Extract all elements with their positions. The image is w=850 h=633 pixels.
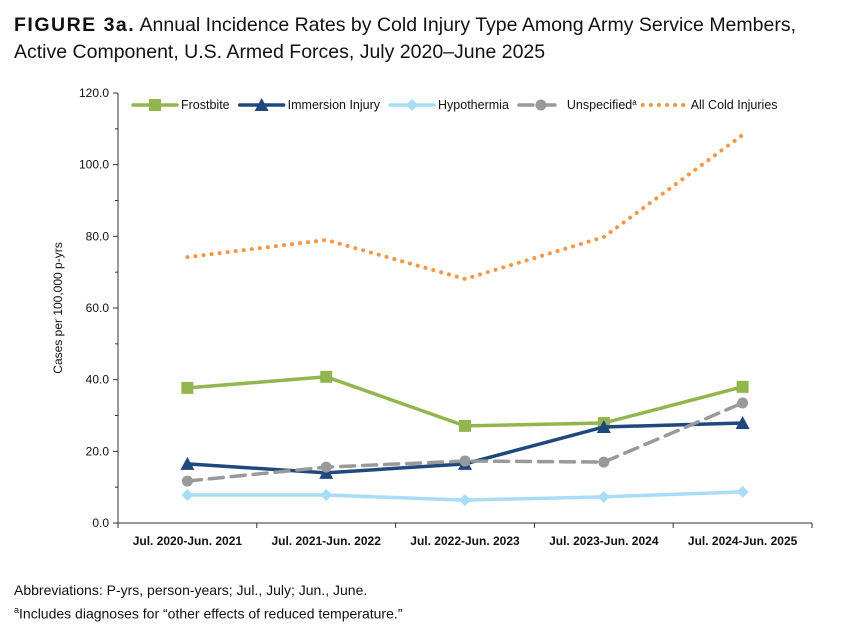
data-point bbox=[598, 456, 610, 468]
y-tick-label: 120.0 bbox=[79, 86, 109, 100]
data-point bbox=[320, 461, 332, 473]
data-point bbox=[181, 475, 193, 487]
y-tick-label: 0.0 bbox=[92, 516, 109, 530]
series-all-cold-injuries bbox=[185, 132, 745, 282]
legend-label: Hypothermia bbox=[438, 98, 509, 112]
series-hypothermia bbox=[181, 485, 749, 507]
series-line bbox=[185, 375, 745, 428]
abbreviations-note: Abbreviations: P-yrs, person-years; Jul.… bbox=[14, 582, 368, 598]
y-axis-label: Cases per 100,000 p-yrs bbox=[51, 242, 65, 373]
notes: Abbreviations: P-yrs, person-years; Jul.… bbox=[14, 580, 402, 624]
footnote-text: Includes diagnoses for “other effects of… bbox=[19, 605, 403, 622]
data-point bbox=[735, 416, 750, 430]
legend-label-text: Hypothermia bbox=[438, 98, 509, 112]
data-point bbox=[459, 455, 471, 467]
legend-item: Unspecifieda bbox=[517, 98, 637, 112]
figure-title-text: Annual Incidence Rates by Cold Injury Ty… bbox=[14, 14, 796, 63]
x-tick-label: Jul. 2023-Jun. 2024 bbox=[549, 534, 659, 548]
footnote: aIncludes diagnoses for “other effects o… bbox=[14, 600, 402, 624]
y-tick-label: 60.0 bbox=[86, 301, 110, 315]
legend-label: All Cold Injuries bbox=[691, 98, 778, 112]
data-point bbox=[181, 381, 194, 394]
data-point bbox=[181, 489, 194, 502]
legend-marker bbox=[406, 99, 419, 111]
data-point bbox=[459, 494, 471, 507]
legend-marker bbox=[254, 98, 269, 111]
footnote-mark: a bbox=[14, 605, 20, 615]
data-point bbox=[320, 370, 333, 383]
legend-label-text: Immersion Injury bbox=[288, 98, 381, 112]
legend-item: Hypothermia bbox=[388, 98, 509, 112]
data-point bbox=[736, 485, 749, 498]
data-point bbox=[596, 419, 611, 433]
legend-label: Frostbite bbox=[181, 98, 230, 112]
legend-label-text: All Cold Injuries bbox=[691, 98, 778, 112]
x-tick-label: Jul. 2021-Jun. 2022 bbox=[271, 534, 381, 548]
legend-item: Immersion Injury bbox=[237, 98, 381, 112]
series-unspecified bbox=[181, 397, 749, 487]
line-chart: 0.0 20.0 40.0 60.0 80.0 100.0 120.0 Jul. 2020-J… bbox=[51, 86, 813, 548]
data-point bbox=[320, 489, 333, 502]
x-tick-label: Jul. 2022-Jun. 2023 bbox=[410, 534, 520, 548]
data-point bbox=[736, 380, 749, 393]
legend-item: Frostbite bbox=[131, 98, 230, 112]
legend-label-sup: a bbox=[632, 98, 637, 107]
series-frostbite bbox=[181, 370, 749, 432]
legend-item: All Cold Injuries bbox=[640, 98, 778, 112]
y-tick-label: 100.0 bbox=[79, 158, 109, 172]
legend-label: Immersion Injury bbox=[288, 98, 381, 112]
legend-label-text: Unspecified bbox=[567, 98, 632, 112]
legend-marker bbox=[149, 99, 161, 111]
data-point bbox=[737, 397, 749, 409]
y-tick-label: 20.0 bbox=[86, 444, 110, 458]
x-tick-label: Jul. 2024-Jun. 2025 bbox=[688, 534, 798, 548]
y-tick-label: 40.0 bbox=[86, 373, 110, 387]
x-tick-label: Jul. 2020-Jun. 2021 bbox=[133, 534, 243, 548]
data-point bbox=[597, 490, 610, 503]
figure-title: FIGURE 3a. Annual Incidence Rates by Col… bbox=[14, 12, 844, 66]
legend-label: Unspecifieda bbox=[567, 98, 637, 112]
y-tick-label: 80.0 bbox=[86, 229, 110, 243]
data-point bbox=[459, 419, 471, 432]
series-line bbox=[185, 132, 745, 282]
data-point bbox=[180, 456, 195, 470]
legend-label-text: Frostbite bbox=[181, 98, 230, 112]
legend-marker bbox=[535, 99, 547, 111]
figure-label: FIGURE 3a. bbox=[14, 14, 136, 36]
